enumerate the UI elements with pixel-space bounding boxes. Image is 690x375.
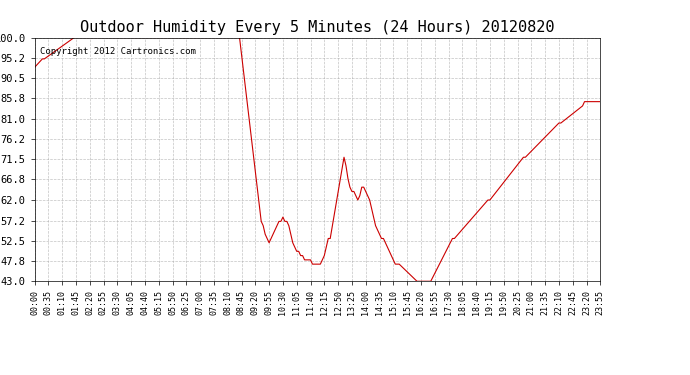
Text: Humidity  (%): Humidity (%) — [597, 28, 673, 38]
Title: Outdoor Humidity Every 5 Minutes (24 Hours) 20120820: Outdoor Humidity Every 5 Minutes (24 Hou… — [80, 20, 555, 35]
Text: Copyright 2012 Cartronics.com: Copyright 2012 Cartronics.com — [40, 47, 196, 56]
